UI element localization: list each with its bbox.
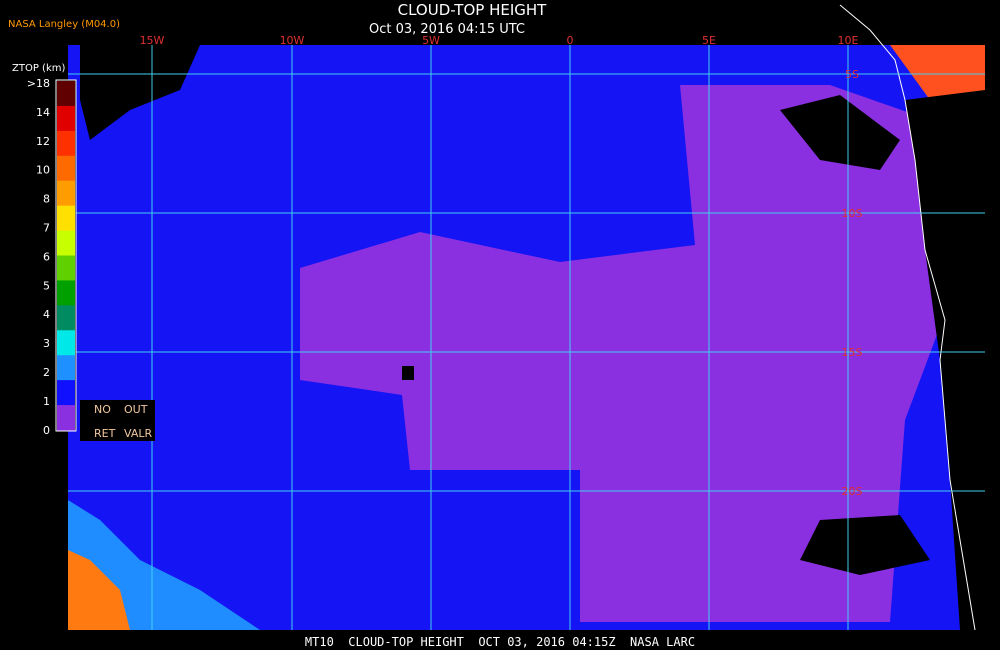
clear-patch	[780, 95, 900, 170]
latitude-label: 5S	[845, 68, 859, 81]
legend-swatch	[57, 330, 75, 356]
coastline	[839, 4, 976, 631]
legend-swatch	[57, 355, 75, 381]
legend-swatch	[57, 230, 75, 256]
longitude-label: 10E	[838, 34, 859, 47]
latitude-label: 10S	[842, 207, 863, 220]
legend-swatch	[57, 130, 75, 157]
legend-label: 1	[43, 395, 50, 408]
land-high-cloud	[890, 45, 985, 100]
subtitle: Oct 03, 2016 04:15 UTC	[369, 22, 525, 37]
footer: MT10 CLOUD-TOP HEIGHT OCT 03, 2016 04:15…	[305, 635, 695, 649]
no-data-box	[80, 400, 155, 441]
legend-label: 8	[43, 193, 50, 206]
longitude-label: 0	[567, 34, 574, 47]
clear-patch	[80, 45, 200, 140]
legend-label: 10	[36, 164, 50, 177]
no-data-label: NO	[94, 403, 111, 416]
clear-patch	[800, 515, 930, 575]
legend-swatch	[57, 305, 75, 331]
legend-swatch	[57, 280, 75, 306]
legend-label: 12	[36, 135, 50, 148]
map	[68, 4, 985, 631]
graticule	[68, 45, 985, 630]
legend-label: 7	[43, 222, 50, 235]
longitude-label: 10W	[280, 34, 305, 47]
legend-label: 2	[43, 366, 50, 379]
longitude-label: 5E	[702, 34, 716, 47]
longitude-label: 5W	[422, 34, 440, 47]
clear-patch	[402, 366, 414, 380]
legend-label: 0	[43, 424, 50, 437]
longitude-label: 15W	[140, 34, 165, 47]
credit: NASA Langley (M04.0)	[8, 19, 120, 30]
cloud-high	[68, 550, 130, 630]
legend-label: 4	[43, 308, 50, 321]
legend-label: 3	[43, 337, 50, 350]
legend-swatch	[57, 81, 75, 107]
cloud-free-region	[300, 85, 950, 622]
land	[905, 90, 985, 630]
legend-label: 5	[43, 279, 50, 292]
latitude-label: 20S	[842, 485, 863, 498]
legend-swatch	[57, 205, 75, 232]
legend-swatch	[57, 405, 75, 431]
legend-title: ZTOP (km)	[12, 63, 65, 74]
legend-label: >18	[27, 77, 50, 90]
legend-swatch	[57, 180, 75, 207]
no-data-label: VALR	[124, 427, 152, 440]
legend-swatch	[57, 255, 75, 281]
legend-label: 14	[36, 106, 50, 119]
title: CLOUD-TOP HEIGHT	[398, 1, 548, 19]
legend-swatch	[57, 155, 75, 182]
legend-label: 6	[43, 250, 50, 263]
legend-swatch	[57, 380, 75, 406]
latitude-label: 15S	[842, 346, 863, 359]
no-data-label: OUT	[124, 403, 148, 416]
no-data-label: RET	[94, 427, 116, 440]
legend-swatch	[57, 105, 75, 132]
